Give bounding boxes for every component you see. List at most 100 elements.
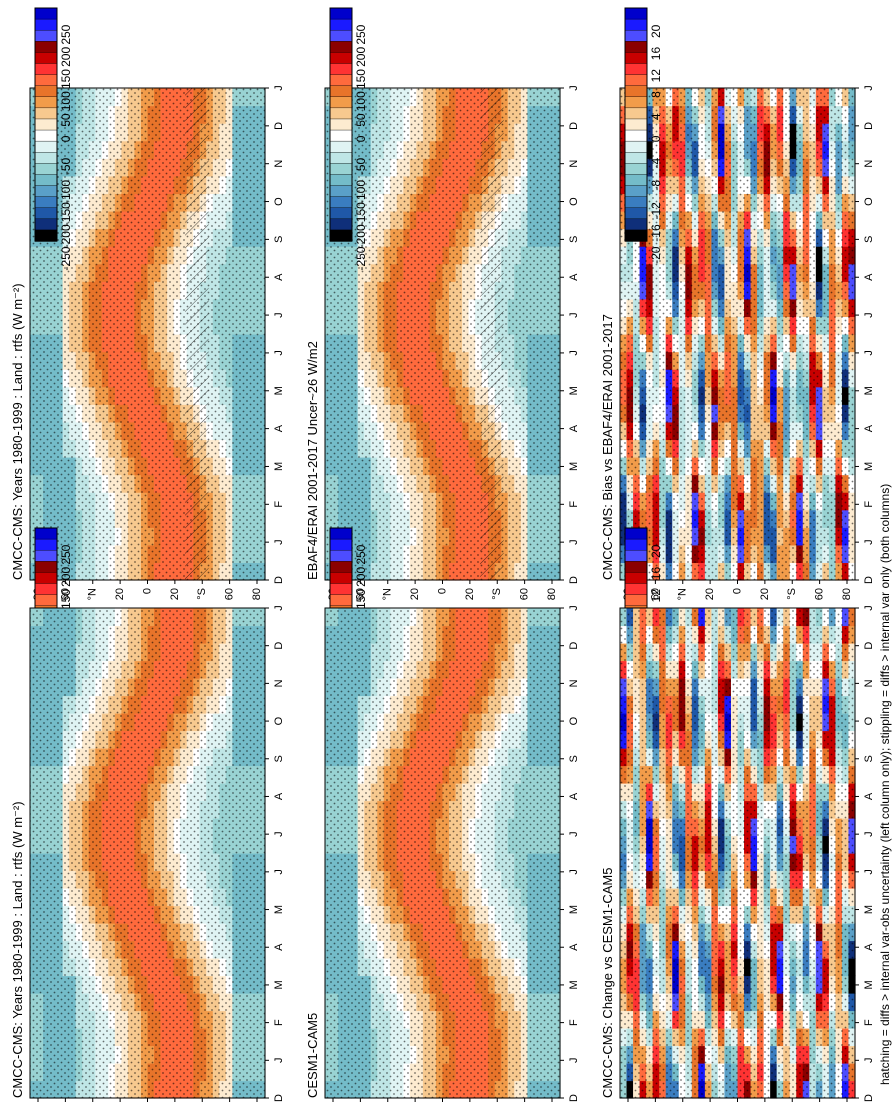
lat-tick-label: 20 (169, 588, 181, 600)
lat-tick-label: 80 (546, 588, 558, 600)
month-tick-label: J (568, 350, 580, 356)
colorbar-frame (34, 7, 58, 242)
colorbar-swatch (329, 527, 353, 540)
lat-tick-label: 20 (464, 588, 476, 600)
month-tick-label: A (273, 943, 285, 951)
colorbar-label: 250 (59, 24, 73, 44)
lat-tick-label: °S (196, 588, 208, 600)
colorbar-label: 250 (59, 544, 73, 564)
colorbar-swatch (34, 74, 58, 87)
month-tick-label: N (273, 679, 285, 687)
colorbar-label: 200 (59, 47, 73, 67)
panel-title: CMCC-CMS: Years 1980-1999 : Land : rtfs … (10, 801, 25, 1098)
colorbar-swatch (329, 572, 353, 585)
month-tick-label: D (273, 122, 285, 130)
month-tick-label: J (863, 350, 875, 356)
lat-tick-label: 20 (114, 588, 126, 600)
month-tick-label: A (863, 424, 875, 432)
month-tick-label: F (863, 501, 875, 508)
colorbar-swatch (624, 549, 648, 562)
right-middle-panel: DJFMAMJJASONDJ8060°N20020°S6080CESM1-CAM… (305, 7, 580, 1102)
lat-tick-label: °S (786, 588, 798, 600)
colorbar-swatch (34, 549, 58, 562)
colorbar-swatch (34, 140, 58, 153)
month-tick-label: M (273, 462, 285, 471)
month-tick-label: S (863, 236, 875, 243)
lat-tick-label: °N (382, 588, 394, 600)
month-tick-label: M (863, 386, 875, 395)
colorbar-label: 0 (59, 135, 73, 142)
month-tick-label: O (273, 716, 285, 725)
month-tick-label: J (568, 539, 580, 545)
month-tick-label: O (863, 197, 875, 206)
lat-tick-label: 60 (224, 588, 236, 600)
colorbar-swatch (34, 163, 58, 176)
lat-tick-label: 80 (841, 588, 853, 600)
colorbar-swatch (624, 527, 648, 540)
colorbar-swatch (34, 7, 58, 20)
colorbar-swatch (34, 152, 58, 165)
month-tick-label: S (568, 236, 580, 243)
lat-tick-label: °N (677, 588, 689, 600)
colorbar-swatch (34, 96, 58, 109)
month-tick-label: J (863, 85, 875, 91)
stippling-overlay (30, 608, 265, 1098)
month-tick-label: N (273, 160, 285, 168)
lat-tick-label: 60 (59, 588, 71, 600)
colorbar-swatch (624, 538, 648, 551)
colorbar-label: -100 (59, 180, 73, 204)
colorbar-swatch (34, 107, 58, 120)
colorbar-swatch (34, 218, 58, 231)
month-tick-label: N (568, 160, 580, 168)
month-tick-label: D (273, 1094, 285, 1102)
lat-tick-label: 20 (759, 588, 771, 600)
month-tick-label: D (568, 122, 580, 130)
panel-title: CMCC-CMS: Years 1980-1999 : Land : rtfs … (10, 283, 25, 580)
month-tick-label: M (568, 462, 580, 471)
colorbar-swatch (34, 538, 58, 551)
right-top-panel: DJFMAMJJASONDJ8060°N20020°S6080CMCC-CMS:… (10, 7, 285, 1102)
month-tick-label: J (863, 539, 875, 545)
colorbar-swatch (34, 41, 58, 54)
month-tick-label: A (568, 273, 580, 281)
colorbar-swatch (624, 583, 648, 596)
colorbar-swatch (34, 63, 58, 76)
colorbar-swatch (34, 594, 58, 607)
colorbar-swatch (624, 572, 648, 585)
colorbar-swatch (34, 85, 58, 98)
colorbar-swatch (34, 129, 58, 142)
month-tick-label: A (863, 273, 875, 281)
month-tick-label: J (273, 539, 285, 545)
month-tick-label: J (273, 85, 285, 91)
colorbar-swatch (34, 583, 58, 596)
panel-title: CMCC-CMS: Bias vs EBAF4/ERAI 2001-2017 (600, 314, 615, 580)
month-tick-label: F (273, 501, 285, 508)
colorbar-label: 150 (59, 69, 73, 89)
month-tick-label: J (273, 605, 285, 611)
lat-tick-label: 60 (354, 588, 366, 600)
colorbar-swatch (34, 18, 58, 31)
month-tick-label: D (863, 576, 875, 584)
colorbar-swatch (34, 207, 58, 220)
panel-title: EBAF4/ERAI 2001-2017 Uncer~26 W/m2 (305, 341, 320, 580)
month-tick-label: D (273, 642, 285, 650)
colorbar-swatch (34, 52, 58, 65)
colorbar-swatch (624, 561, 648, 574)
month-tick-label: A (273, 424, 285, 432)
lat-tick-label: °N (87, 588, 99, 600)
month-tick-label: J (273, 1058, 285, 1064)
lat-tick-label: 20 (409, 588, 421, 600)
month-tick-label: M (863, 462, 875, 471)
month-tick-label: S (273, 755, 285, 762)
lat-tick-label: 0 (731, 588, 743, 594)
month-tick-label: J (273, 350, 285, 356)
colorbar-label: 16 (649, 567, 663, 581)
colorbar-swatch (34, 527, 58, 540)
lat-tick-label: 20 (704, 588, 716, 600)
colorbar-swatch (34, 174, 58, 187)
colorbar-label: -50 (59, 157, 73, 175)
month-tick-label: M (273, 386, 285, 395)
month-tick-label: O (273, 197, 285, 206)
lat-tick-label: 80 (251, 588, 263, 600)
colorbar-label: 100 (59, 91, 73, 111)
